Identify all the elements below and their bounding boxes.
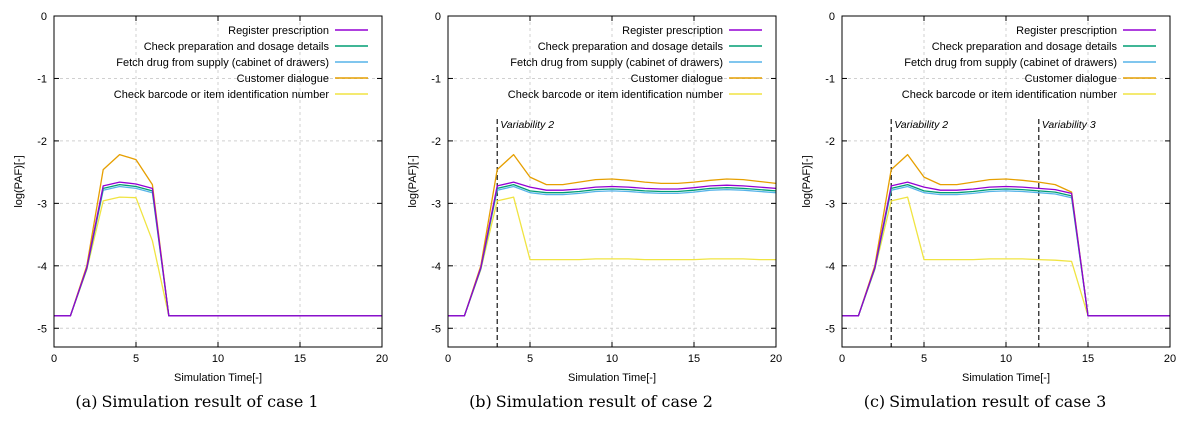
y-tick-label: -4 bbox=[825, 261, 835, 273]
y-tick-label: 0 bbox=[435, 11, 441, 23]
annotation-label: Variability 2 bbox=[500, 119, 554, 131]
series-line bbox=[448, 185, 777, 317]
y-axis-label: log(PAF)[-] bbox=[801, 155, 813, 207]
x-tick-label: 5 bbox=[527, 353, 533, 365]
caption-text: Simulation result of case 3 bbox=[889, 392, 1107, 411]
caption-c: (c) Simulation result of case 3 bbox=[788, 392, 1182, 411]
y-tick-label: -5 bbox=[37, 323, 47, 335]
y-tick-label: -3 bbox=[37, 198, 47, 210]
y-tick-label: -5 bbox=[431, 323, 441, 335]
y-tick-label: -2 bbox=[825, 136, 835, 148]
legend-label: Customer dialogue bbox=[237, 73, 329, 85]
legend-label: Fetch drug from supply (cabinet of drawe… bbox=[904, 57, 1117, 69]
legend-label: Fetch drug from supply (cabinet of drawe… bbox=[116, 57, 329, 69]
x-tick-label: 10 bbox=[212, 353, 224, 365]
legend-label: Check barcode or item identification num… bbox=[114, 89, 330, 101]
legend-label: Check preparation and dosage details bbox=[144, 41, 330, 53]
legend-label: Check preparation and dosage details bbox=[538, 41, 724, 53]
y-tick-label: -5 bbox=[825, 323, 835, 335]
x-tick-label: 15 bbox=[1082, 353, 1094, 365]
y-axis-label: log(PAF)[-] bbox=[13, 155, 25, 207]
x-tick-label: 10 bbox=[1000, 353, 1012, 365]
x-tick-label: 5 bbox=[921, 353, 927, 365]
x-tick-label: 0 bbox=[445, 353, 451, 365]
x-tick-label: 20 bbox=[1164, 353, 1176, 365]
annotation-label: Variability 3 bbox=[1042, 119, 1096, 131]
legend-label: Register prescription bbox=[622, 25, 723, 37]
panel-a: 0 5 10 15 20 0 -1 -2 -3 -4 -5 Simulation Time[-] log… bbox=[0, 0, 394, 422]
chart-a: 0 5 10 15 20 0 -1 -2 -3 -4 -5 Simulation Time[-] log… bbox=[13, 11, 388, 384]
series-line bbox=[448, 153, 777, 317]
y-tick-label: -3 bbox=[825, 198, 835, 210]
y-tick-label: -1 bbox=[431, 73, 441, 85]
x-tick-label: 10 bbox=[606, 353, 618, 365]
series-line bbox=[448, 181, 777, 317]
y-axis-label: log(PAF)[-] bbox=[407, 155, 419, 207]
x-tick-label: 20 bbox=[770, 353, 782, 365]
caption-b: (b) Simulation result of case 2 bbox=[394, 392, 788, 411]
x-axis-label: Simulation Time[-] bbox=[568, 372, 656, 384]
caption-text: Simulation result of case 2 bbox=[495, 392, 713, 411]
y-tick-label: -1 bbox=[37, 73, 47, 85]
legend-label: Check preparation and dosage details bbox=[932, 41, 1118, 53]
y-tick-label: 0 bbox=[41, 11, 47, 23]
plot-frame bbox=[53, 15, 383, 348]
legend-label: Check barcode or item identification num… bbox=[508, 89, 724, 101]
x-tick-label: 0 bbox=[51, 353, 57, 365]
x-tick-label: 15 bbox=[688, 353, 700, 365]
y-tick-label: -4 bbox=[431, 261, 441, 273]
annotation-label: Variability 2 bbox=[894, 119, 948, 131]
x-tick-label: 15 bbox=[294, 353, 306, 365]
chart-c: 0 5 10 15 20 0 -1 -2 -3 -4 -5 Simulation Time[-] log… bbox=[801, 11, 1176, 384]
x-tick-label: 0 bbox=[839, 353, 845, 365]
series-line bbox=[54, 181, 382, 317]
legend-label: Register prescription bbox=[1016, 25, 1117, 37]
y-tick-label: -4 bbox=[37, 261, 47, 273]
chart-b: 0 5 10 15 20 0 -1 -2 -3 -4 -5 Simulation Time[-] log… bbox=[407, 11, 782, 384]
caption-a: (a) Simulation result of case 1 bbox=[0, 392, 394, 411]
caption-label: (a) bbox=[75, 392, 98, 411]
series-line bbox=[448, 196, 776, 317]
panel-b: 0 5 10 15 20 0 -1 -2 -3 -4 -5 Simulation Time[-] log… bbox=[394, 0, 788, 422]
legend-label: Check barcode or item identification num… bbox=[902, 89, 1118, 101]
y-tick-label: -2 bbox=[431, 136, 441, 148]
series-line bbox=[842, 181, 1170, 317]
plot-frame bbox=[447, 15, 777, 348]
legend-label: Register prescription bbox=[228, 25, 329, 37]
x-tick-label: 20 bbox=[376, 353, 388, 365]
legend-label: Customer dialogue bbox=[631, 73, 723, 85]
y-tick-label: -3 bbox=[431, 198, 441, 210]
x-axis-label: Simulation Time[-] bbox=[174, 372, 262, 384]
y-tick-label: -1 bbox=[825, 73, 835, 85]
caption-text: Simulation result of case 1 bbox=[101, 392, 319, 411]
legend-label: Customer dialogue bbox=[1025, 73, 1117, 85]
y-tick-label: 0 bbox=[829, 11, 835, 23]
legend-label: Fetch drug from supply (cabinet of drawe… bbox=[510, 57, 723, 69]
x-axis-label: Simulation Time[-] bbox=[962, 372, 1050, 384]
plot-frame bbox=[841, 15, 1171, 348]
x-tick-label: 5 bbox=[133, 353, 139, 365]
series-line bbox=[448, 183, 777, 317]
caption-label: (c) bbox=[863, 392, 886, 411]
caption-label: (b) bbox=[469, 392, 492, 411]
panel-c: 0 5 10 15 20 0 -1 -2 -3 -4 -5 Simulation Time[-] log… bbox=[788, 0, 1182, 422]
y-tick-label: -2 bbox=[37, 136, 47, 148]
